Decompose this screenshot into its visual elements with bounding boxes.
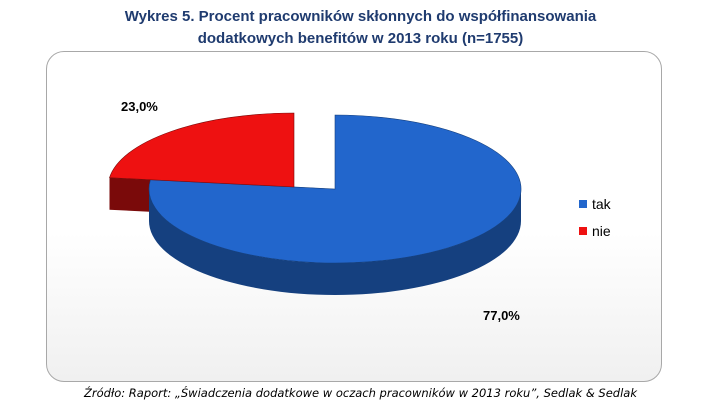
slice-tak [148, 114, 522, 264]
legend: tak nie [579, 196, 612, 239]
pie-layer [109, 112, 522, 295]
slice-tak-rim [149, 189, 521, 295]
slice-nie [109, 112, 295, 188]
data-label-tak: 77,0% [483, 308, 520, 323]
chart-title-line-1: Wykres 5. Procent pracowników skłonnych … [124, 8, 597, 25]
legend-swatch-nie [579, 227, 587, 235]
legend-label-nie: nie [592, 223, 611, 239]
legend-label-tak: tak [592, 196, 612, 212]
data-label-nie: 23,0% [121, 99, 158, 114]
source-note: Źródło: Raport: „Świadczenia dodatkowe w… [83, 386, 638, 400]
chart-title-line-2: dodatkowych benefitów w 2013 roku (n=175… [197, 30, 524, 47]
chart-title: Wykres 5. Procent pracowników skłonnych … [0, 6, 721, 50]
legend-swatch-tak [579, 200, 587, 208]
